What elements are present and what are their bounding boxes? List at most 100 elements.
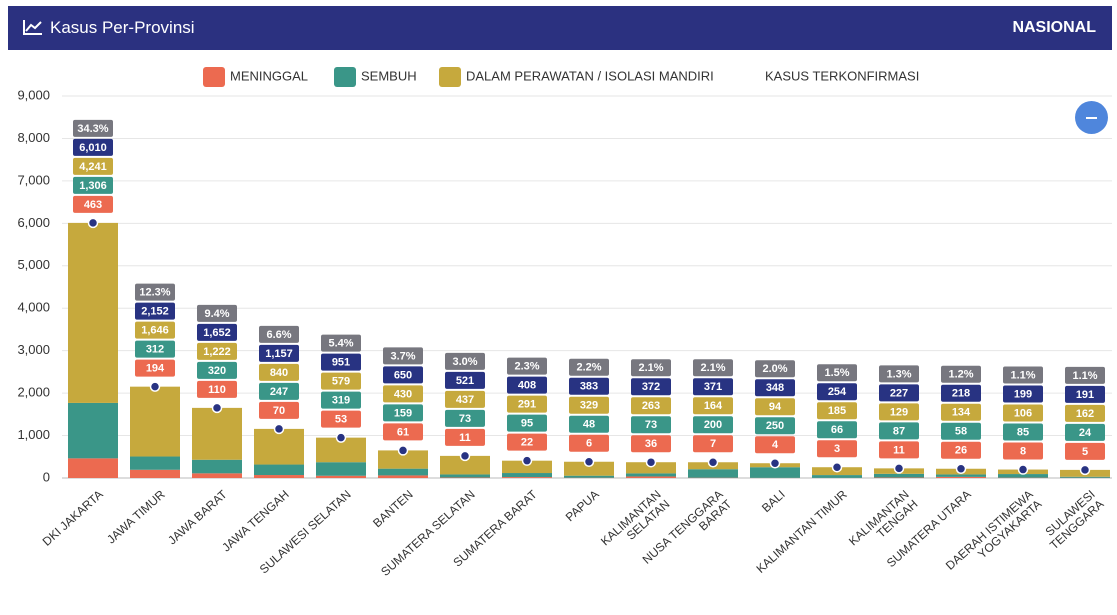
data-label: 2.1% — [638, 362, 663, 374]
label-box — [817, 402, 857, 420]
label-box — [73, 119, 113, 137]
data-label: 579 — [332, 376, 350, 388]
label-box — [693, 397, 733, 415]
data-label: 1.3% — [886, 368, 911, 380]
data-label: 73 — [645, 419, 657, 431]
total-dot — [1017, 464, 1029, 475]
bar-segment — [192, 407, 242, 460]
total-dot — [397, 445, 409, 456]
data-label: 70 — [273, 405, 285, 417]
label-box — [383, 385, 423, 403]
bar-segment — [254, 428, 304, 465]
data-label: 87 — [893, 425, 905, 437]
bar-segment — [316, 475, 366, 478]
label-box — [693, 416, 733, 434]
label-box — [507, 395, 547, 413]
data-label: 4 — [772, 439, 779, 451]
legend-label: KASUS TERKONFIRMASI — [765, 68, 919, 83]
bar-segment — [874, 473, 924, 478]
label-box — [445, 428, 485, 446]
data-label: 1,222 — [203, 346, 231, 358]
data-label: 200 — [704, 419, 722, 431]
label-box — [1065, 385, 1105, 403]
total-dot — [955, 463, 967, 474]
data-label: 650 — [394, 369, 412, 381]
y-tick-label: 4,000 — [17, 300, 50, 315]
bar-segment — [936, 474, 986, 477]
scope-label: NASIONAL — [1012, 19, 1096, 36]
y-tick-label: 1,000 — [17, 427, 50, 442]
data-label: 94 — [769, 401, 782, 413]
bar-segment — [254, 475, 304, 478]
label-box — [569, 415, 609, 433]
y-tick-label: 9,000 — [17, 87, 50, 102]
data-label: 85 — [1017, 426, 1029, 438]
data-label: 291 — [518, 399, 536, 411]
label-box — [631, 359, 671, 377]
data-label: 3.0% — [452, 356, 477, 368]
label-box — [569, 434, 609, 452]
total-dot — [645, 456, 657, 468]
header: Kasus Per-Provinsi NASIONAL — [8, 6, 1112, 50]
data-label: 24 — [1079, 427, 1092, 439]
data-label: 106 — [1014, 407, 1032, 419]
data-label: 36 — [645, 438, 657, 450]
total-dot — [459, 450, 471, 462]
label-box — [197, 323, 237, 341]
label-box — [693, 435, 733, 453]
data-label: 1.2% — [948, 369, 973, 381]
y-tick-label: 6,000 — [17, 215, 50, 230]
data-label: 8 — [1020, 445, 1026, 457]
data-label: 2.2% — [576, 362, 601, 374]
label-box — [1003, 385, 1043, 403]
data-label: 437 — [456, 394, 474, 406]
bar-segment — [564, 461, 614, 476]
total-dot — [831, 461, 843, 473]
label-box — [197, 361, 237, 379]
label-box — [941, 441, 981, 459]
bar-segment — [440, 455, 490, 475]
data-label: 840 — [270, 367, 288, 379]
bar-segment — [130, 386, 180, 457]
data-label: 263 — [642, 400, 660, 412]
label-box — [445, 390, 485, 408]
collapse-button[interactable] — [1075, 101, 1108, 134]
label-box — [693, 378, 733, 396]
data-label: 1,157 — [265, 348, 293, 360]
bar-segment — [626, 473, 676, 477]
data-label: 319 — [332, 395, 350, 407]
data-label: 2.1% — [700, 362, 725, 374]
label-box — [383, 423, 423, 441]
label-box — [693, 359, 733, 377]
data-label: 11 — [459, 432, 471, 444]
bar-segment — [502, 477, 552, 478]
data-label: 5 — [1082, 446, 1088, 458]
data-label: 250 — [766, 420, 784, 432]
bar-segment — [130, 469, 180, 478]
data-label: 9.4% — [204, 308, 229, 320]
bar-segment — [316, 462, 366, 476]
bar-segment — [68, 458, 118, 478]
y-tick-label: 0 — [43, 469, 50, 484]
data-label: 53 — [335, 414, 347, 426]
total-dot — [769, 457, 781, 469]
header-title: Kasus Per-Provinsi — [50, 18, 195, 37]
label-box — [755, 360, 795, 378]
label-box — [1065, 366, 1105, 384]
data-label: 26 — [955, 445, 967, 457]
label-box — [259, 401, 299, 419]
label-box — [445, 371, 485, 389]
data-label: 430 — [394, 388, 412, 400]
bar-segment — [440, 474, 490, 478]
label-box — [1003, 423, 1043, 441]
bar-segment — [378, 450, 428, 469]
data-label: 164 — [704, 400, 723, 412]
bar-segment — [688, 469, 738, 478]
label-box — [135, 283, 175, 301]
label-box — [817, 440, 857, 458]
data-label: 383 — [580, 381, 598, 393]
label-box — [941, 384, 981, 402]
label-box — [631, 397, 671, 415]
